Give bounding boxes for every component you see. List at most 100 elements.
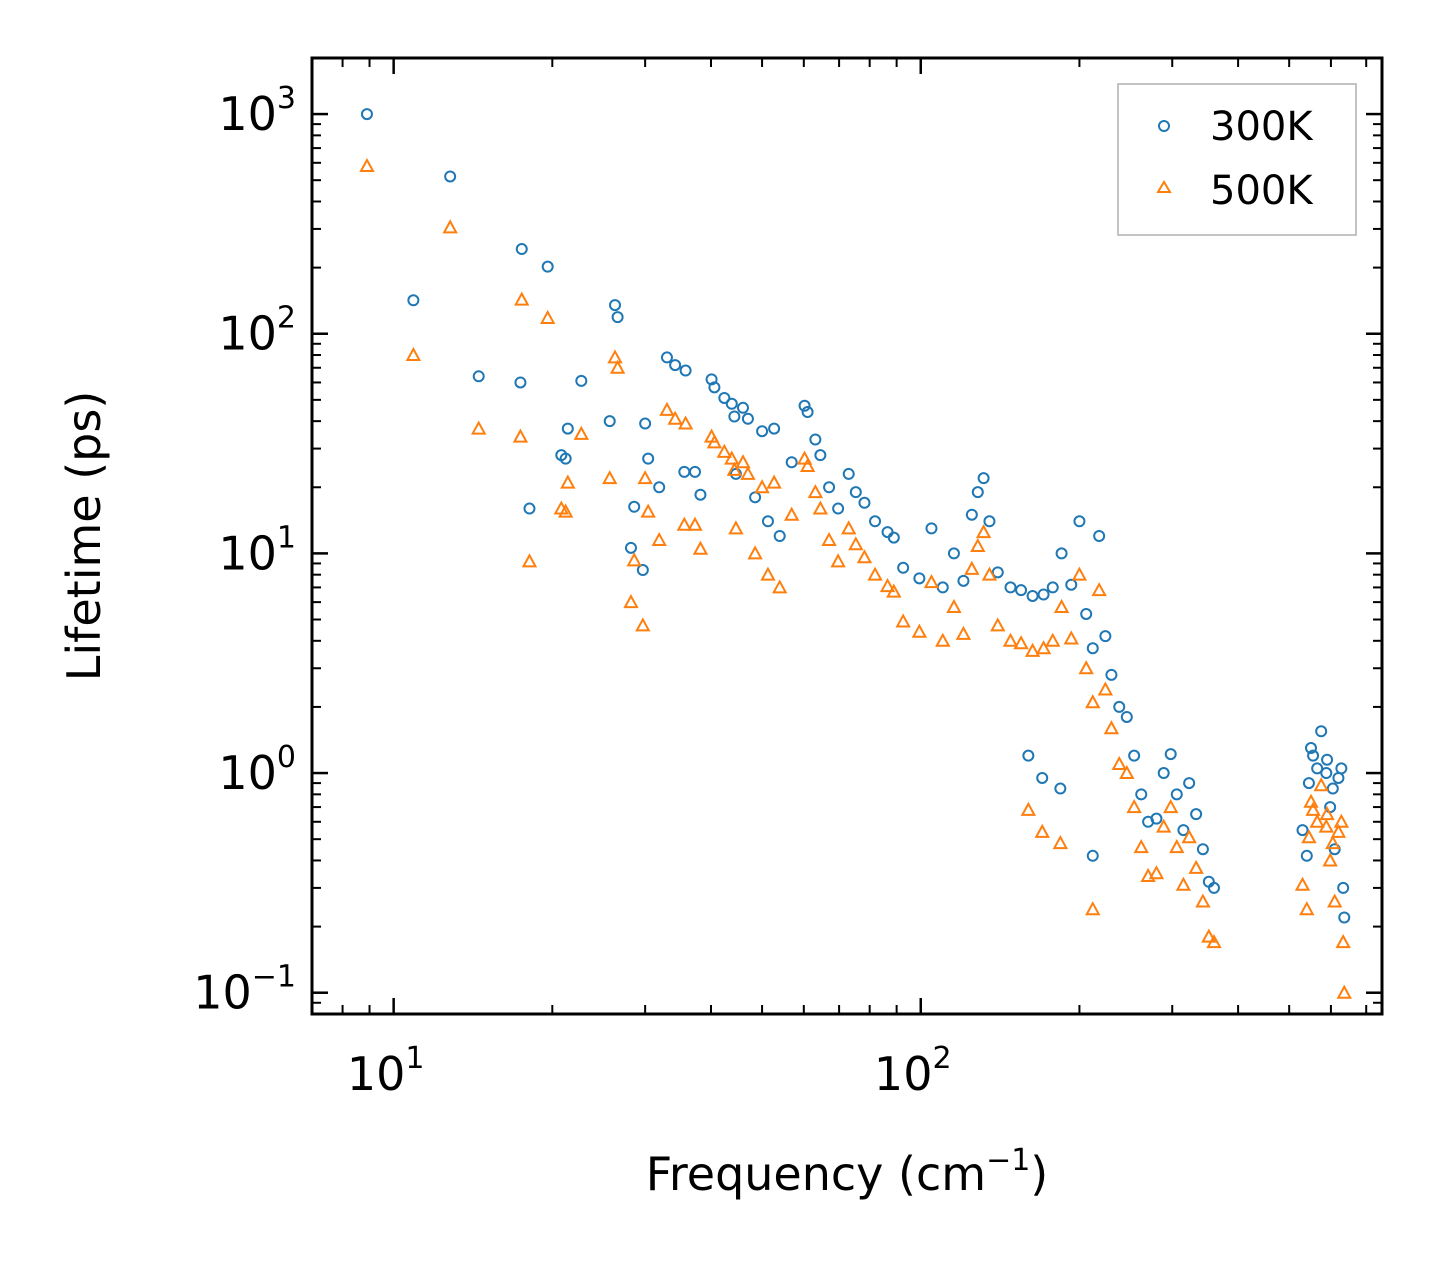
point-300k (1207, 881, 1220, 894)
point-300k (785, 456, 798, 469)
x-axis-label-text: Frequency (cm (646, 1147, 986, 1201)
point-500k (442, 219, 458, 234)
point-500k (573, 425, 589, 440)
point-300k (1170, 788, 1183, 801)
point-300k (541, 260, 554, 273)
point-300k (1157, 767, 1170, 780)
point-500k (970, 537, 986, 553)
point-500k (990, 617, 1006, 632)
point-300k (1046, 581, 1059, 594)
point-300k (814, 449, 827, 462)
point-300k (1022, 749, 1035, 762)
point-300k (1164, 748, 1177, 761)
point-300k (897, 561, 910, 574)
point-300k (669, 359, 682, 372)
point-500k (1175, 876, 1192, 891)
legend-box (1117, 83, 1357, 236)
y-tick-label-exponent: 3 (277, 81, 296, 116)
point-500k (766, 474, 782, 489)
point-300k (858, 496, 871, 509)
data-points (359, 108, 1352, 999)
point-500k (955, 625, 972, 640)
point-300k (823, 481, 836, 494)
point-300k (773, 530, 786, 542)
point-300k (653, 481, 666, 494)
point-500k (856, 549, 873, 564)
point-300k (679, 364, 692, 377)
point-300k (965, 508, 978, 521)
point-500k (1327, 893, 1343, 908)
point-300k (444, 170, 457, 183)
point-500k (677, 415, 694, 430)
point-500k (1195, 893, 1211, 908)
point-500k (1206, 934, 1222, 949)
point-500k (1024, 642, 1041, 657)
point-300k (603, 415, 616, 428)
point-500k (1181, 829, 1197, 844)
x-tick-label-base: 10 (347, 1047, 406, 1101)
y-tick-label: 100 (218, 740, 296, 800)
point-500k (1085, 694, 1101, 709)
point-500k (848, 536, 864, 551)
point-300k (1321, 753, 1334, 766)
point-500k (1201, 928, 1217, 943)
point-300k (1135, 788, 1148, 801)
legend-marker-300k (1158, 120, 1170, 132)
point-500k (895, 613, 911, 628)
point-500k (1045, 632, 1061, 647)
point-300k (1120, 710, 1133, 723)
point-500k (964, 560, 980, 575)
point-300k (639, 417, 652, 430)
point-500k (830, 553, 846, 568)
point-500k (1330, 823, 1347, 838)
point-300k (523, 502, 536, 515)
y-tick-label: 101 (218, 520, 296, 580)
point-500k (1078, 660, 1094, 675)
point-300k (1177, 824, 1190, 837)
legend: 300K 500K (1117, 83, 1357, 236)
y-tick-label-base: 10 (193, 966, 252, 1020)
point-300k (515, 243, 528, 256)
x-tick-label-exponent: 1 (405, 1041, 424, 1076)
point-300k (1305, 742, 1317, 755)
point-300k (628, 500, 641, 513)
point-500k (635, 617, 651, 632)
point-300k (694, 488, 707, 501)
point-500k (886, 583, 902, 598)
plot-frame (310, 56, 1384, 1016)
point-300k (991, 566, 1004, 579)
point-300k (611, 311, 624, 324)
point-500k (1034, 823, 1050, 838)
point-500k (726, 461, 743, 476)
point-500k (623, 594, 639, 609)
legend-label-500k: 500K (1210, 168, 1314, 214)
point-300k (1326, 782, 1339, 795)
point-300k (1080, 607, 1093, 620)
point-500k (1188, 859, 1204, 874)
point-300k (761, 515, 774, 528)
point-500k (1119, 764, 1135, 780)
point-300k (407, 294, 420, 307)
point-300k (1307, 749, 1320, 762)
point-300k (1099, 630, 1112, 643)
series-300k (360, 108, 1351, 924)
point-500k (1303, 793, 1319, 808)
point-500k (728, 520, 744, 535)
point-500k (1103, 720, 1120, 735)
x-tick-label: 101 (347, 1041, 425, 1101)
point-500k (1336, 984, 1352, 999)
point-500k (521, 553, 538, 568)
point-500k (626, 552, 642, 567)
point-300k (708, 381, 721, 394)
point-500k (692, 540, 709, 555)
point-500k (359, 157, 375, 173)
point-300k (1054, 782, 1067, 795)
point-500k (1313, 777, 1329, 792)
point-500k (1301, 829, 1317, 844)
point-500k (735, 454, 751, 469)
point-500k (1002, 632, 1019, 647)
point-500k (1091, 582, 1107, 597)
point-500k (754, 479, 770, 494)
point-300k (1004, 581, 1017, 594)
